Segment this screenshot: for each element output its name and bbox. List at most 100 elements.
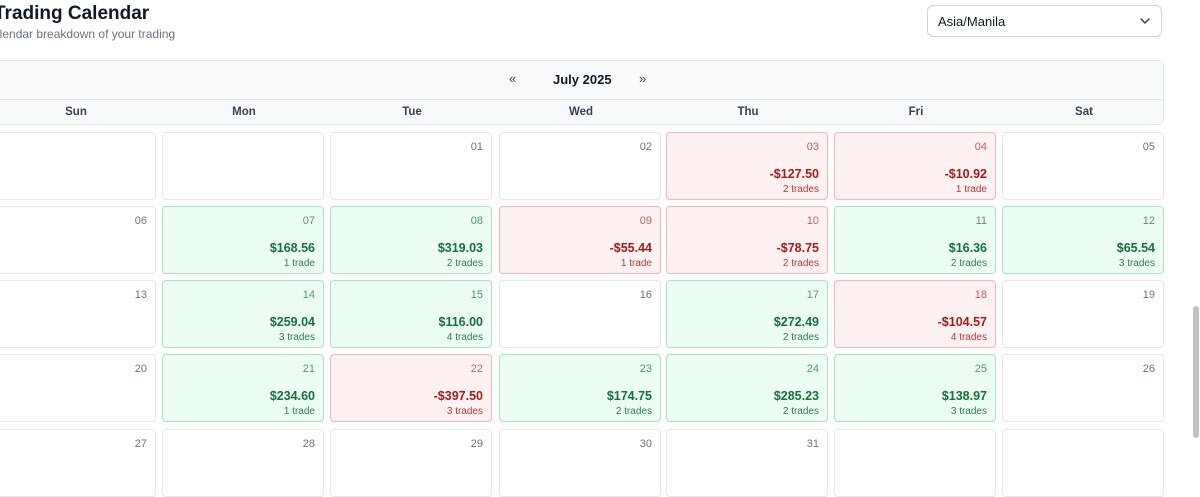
day-number: 18 [974, 289, 987, 301]
day-trade-count: 4 trades [446, 332, 483, 343]
weekday-fri: Fri [908, 106, 924, 118]
day-pnl: $234.60 [269, 389, 315, 403]
day-cell-08[interactable]: 08 $319.03 2 trades [330, 206, 492, 274]
day-trade-count: 2 trades [782, 258, 819, 269]
day-cell-22[interactable]: 22 -$397.50 3 trades [330, 354, 492, 422]
weekday-mon: Mon [232, 106, 256, 118]
day-trade-count: 3 trades [278, 332, 315, 343]
weekday-sat: Sat [1075, 106, 1093, 118]
day-number: 22 [470, 363, 483, 375]
day-number: 26 [1142, 363, 1155, 375]
timezone-select[interactable]: Asia/Manila [927, 5, 1162, 37]
day-number: 09 [639, 215, 652, 227]
day-pnl: -$10.92 [944, 167, 987, 181]
day-cell-empty[interactable] [834, 429, 996, 497]
day-number: 28 [302, 438, 315, 450]
day-pnl: $116.00 [438, 315, 484, 329]
day-pnl: $174.75 [606, 389, 652, 403]
day-number: 12 [1142, 215, 1155, 227]
day-pnl: $168.56 [269, 241, 315, 255]
day-cell-05[interactable]: 05 [1002, 132, 1164, 200]
day-number: 21 [302, 363, 315, 375]
day-cell-31[interactable]: 31 [666, 429, 828, 497]
weekday-thu: Thu [737, 106, 759, 118]
day-cell-28[interactable]: 28 [162, 429, 324, 497]
day-number: 10 [806, 215, 819, 227]
page-subtitle: alendar breakdown of your trading [0, 27, 176, 41]
day-cell-18[interactable]: 18 -$104.57 4 trades [834, 280, 996, 348]
weekday-wed: Wed [568, 106, 594, 118]
day-cell-01[interactable]: 01 [330, 132, 492, 200]
prev-month-button[interactable]: « [509, 71, 517, 86]
day-cell-21[interactable]: 21 $234.60 1 trade [162, 354, 324, 422]
day-number: 17 [806, 289, 819, 301]
day-pnl: -$127.50 [769, 167, 819, 181]
day-cell-25[interactable]: 25 $138.97 3 trades [834, 354, 996, 422]
page-title: Trading Calendar [0, 3, 150, 24]
day-number: 01 [470, 141, 483, 153]
day-cell-29[interactable]: 29 [330, 429, 492, 497]
day-number: 27 [134, 438, 147, 450]
day-number: 20 [134, 363, 147, 375]
month-label: July 2025 [553, 72, 612, 87]
day-cell-20[interactable]: 20 [0, 354, 156, 422]
day-trade-count: 4 trades [950, 332, 987, 343]
day-pnl: $272.49 [773, 315, 819, 329]
day-cell-empty[interactable] [1002, 429, 1164, 497]
day-number: 25 [974, 363, 987, 375]
day-pnl: $16.36 [948, 241, 987, 255]
day-number: 06 [134, 215, 147, 227]
day-trade-count: 2 trades [615, 406, 652, 417]
day-number: 29 [470, 438, 483, 450]
day-cell-10[interactable]: 10 -$78.75 2 trades [666, 206, 828, 274]
day-pnl: $319.03 [437, 241, 483, 255]
day-pnl: -$104.57 [937, 315, 987, 329]
day-number: 14 [302, 289, 315, 301]
day-pnl: $285.23 [773, 389, 819, 403]
day-cell-23[interactable]: 23 $174.75 2 trades [499, 354, 661, 422]
day-cell-empty[interactable] [162, 132, 324, 200]
day-pnl: $138.97 [941, 389, 987, 403]
day-trade-count: 2 trades [950, 258, 987, 269]
day-cell-30[interactable]: 30 [499, 429, 661, 497]
next-month-button[interactable]: » [639, 71, 647, 86]
day-cell-empty[interactable] [0, 132, 156, 200]
day-cell-27[interactable]: 27 [0, 429, 156, 497]
day-cell-16[interactable]: 16 [499, 280, 661, 348]
month-navigation: « July 2025 » [0, 61, 1163, 100]
day-trade-count: 2 trades [782, 184, 819, 195]
day-trade-count: 2 trades [446, 258, 483, 269]
day-cell-11[interactable]: 11 $16.36 2 trades [834, 206, 996, 274]
day-number: 15 [470, 289, 483, 301]
day-cell-04[interactable]: 04 -$10.92 1 trade [834, 132, 996, 200]
weekday-tue: Tue [402, 106, 422, 118]
day-cell-02[interactable]: 02 [499, 132, 661, 200]
day-trade-count: 1 trade [955, 184, 987, 195]
day-cell-17[interactable]: 17 $272.49 2 trades [666, 280, 828, 348]
day-cell-14[interactable]: 14 $259.04 3 trades [162, 280, 324, 348]
day-number: 13 [134, 289, 147, 301]
day-trade-count: 2 trades [782, 332, 819, 343]
day-number: 04 [974, 141, 987, 153]
day-trade-count: 3 trades [446, 406, 483, 417]
day-number: 31 [806, 438, 819, 450]
day-cell-15[interactable]: 15 $116.00 4 trades [330, 280, 492, 348]
scrollbar-thumb[interactable] [1193, 306, 1199, 438]
day-cell-19[interactable]: 19 [1002, 280, 1164, 348]
day-cell-03[interactable]: 03 -$127.50 2 trades [666, 132, 828, 200]
day-cell-12[interactable]: 12 $65.54 3 trades [1002, 206, 1164, 274]
day-trade-count: 1 trade [283, 258, 315, 269]
day-cell-06[interactable]: 06 [0, 206, 156, 274]
chevron-down-icon [1140, 18, 1150, 24]
day-cell-26[interactable]: 26 [1002, 354, 1164, 422]
day-cell-09[interactable]: 09 -$55.44 1 trade [499, 206, 661, 274]
day-pnl: $259.04 [269, 315, 315, 329]
timezone-value: Asia/Manila [938, 13, 1006, 29]
day-pnl: -$397.50 [433, 389, 483, 403]
day-pnl: -$78.75 [776, 241, 819, 255]
day-number: 23 [639, 363, 652, 375]
day-cell-07[interactable]: 07 $168.56 1 trade [162, 206, 324, 274]
day-cell-13[interactable]: 13 [0, 280, 156, 348]
day-cell-24[interactable]: 24 $285.23 2 trades [666, 354, 828, 422]
day-pnl: $65.54 [1116, 241, 1155, 255]
